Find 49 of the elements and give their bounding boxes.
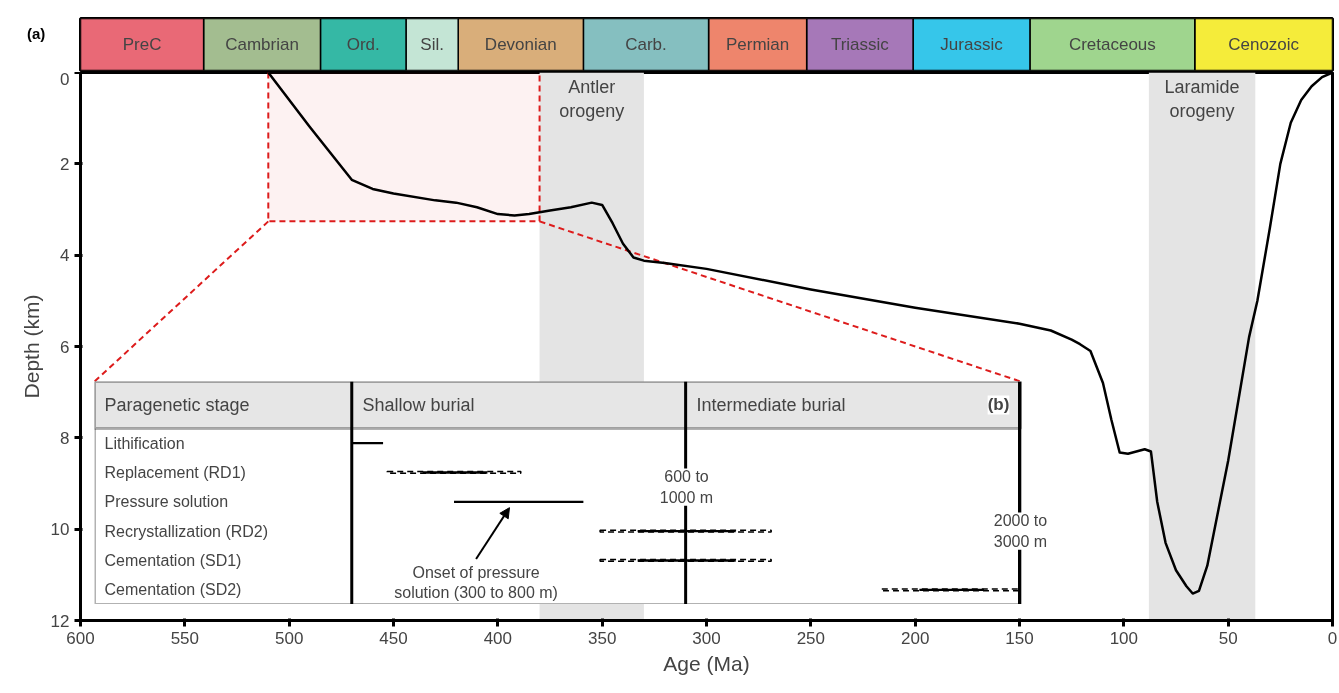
x-tick-label: 300	[692, 628, 721, 648]
x-tick-label: 550	[170, 628, 200, 648]
x-tick-label: 450	[379, 628, 408, 648]
category-label: Replacement (RD1)	[104, 463, 246, 481]
series-label: Devonian	[484, 35, 557, 54]
y-tick-label: 4	[60, 246, 70, 266]
series-label: Jurassic	[940, 35, 1004, 54]
band-label: Antler orogeny	[559, 76, 625, 121]
category-label: Lithification	[104, 434, 185, 452]
x-tick-label: 500	[274, 628, 304, 648]
series-label: Cretaceous	[1068, 35, 1156, 54]
category-label: Recrystallization (RD2)	[104, 522, 269, 540]
series-label: Cambrian	[225, 35, 299, 54]
series-label: Permian	[725, 35, 790, 54]
series-label: Carb.	[625, 35, 667, 54]
band-label: Laramide orogeny	[1164, 76, 1240, 121]
x-tick-label: 600	[66, 628, 95, 648]
x-axis-title: Age (Ma)	[663, 651, 750, 675]
category-label: Cementation (SD1)	[104, 551, 242, 569]
annotation: 600 to 1000 m	[659, 468, 714, 506]
series-label: PreC	[122, 35, 162, 54]
y-tick-label: 2	[60, 154, 70, 174]
y-tick-label: 12	[50, 611, 70, 631]
x-tick-label: 250	[796, 628, 826, 648]
series-label: Cenozoic	[1228, 35, 1300, 54]
x-tick-label: 50	[1218, 628, 1238, 648]
y-tick-label: 6	[60, 337, 70, 357]
y-tick-label: 0	[60, 69, 70, 89]
category-label: Cementation (SD2)	[104, 581, 242, 599]
y-axis-title: Depth (km)	[19, 294, 43, 399]
x-tick-label: 200	[900, 628, 930, 648]
annotation: 2000 to 3000 m	[993, 512, 1048, 550]
x-tick-label: 400	[483, 628, 513, 648]
series-label: Triassic	[830, 35, 890, 54]
y-tick-label: 10	[50, 520, 70, 540]
y-axis-title: Paragenetic stage	[104, 394, 250, 415]
x-tick-label: 350	[587, 628, 617, 648]
y-tick-label: 8	[60, 428, 70, 448]
annotation: Intermediate burial	[696, 394, 846, 415]
category-label: Pressure solution	[104, 493, 229, 511]
annotation: Shallow burial	[362, 394, 475, 415]
text: (a)	[27, 24, 46, 44]
x-tick-label: 0	[1327, 628, 1338, 648]
chart-title: (b)	[987, 395, 1010, 415]
annotation: Onset of pressure solution (300 to 800 m)	[394, 563, 558, 602]
x-tick-label: 100	[1109, 628, 1139, 648]
x-tick-label: 150	[1005, 628, 1034, 648]
series-label: Ord.	[346, 35, 380, 54]
series-label: Sil.	[420, 35, 444, 54]
